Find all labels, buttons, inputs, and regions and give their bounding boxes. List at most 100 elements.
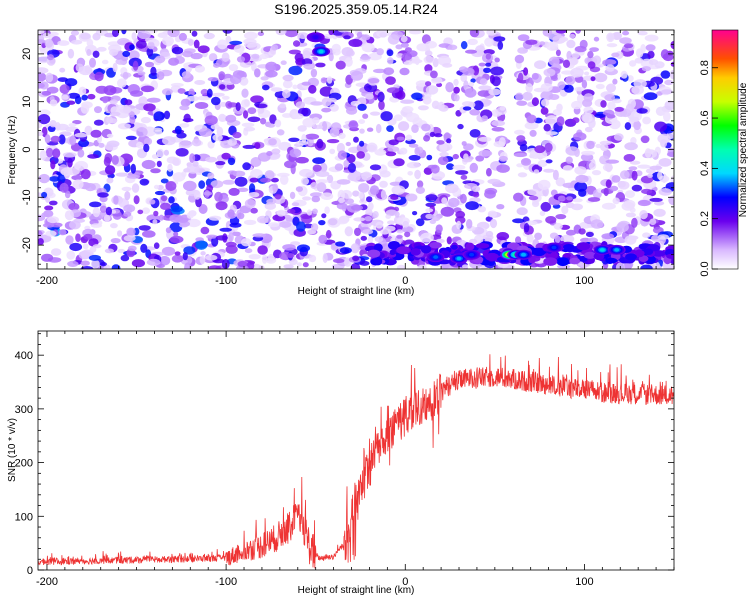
- spectrogram-cell: [67, 260, 79, 267]
- spectrogram-cell: [571, 52, 580, 59]
- spectrogram-cell: [380, 189, 387, 200]
- spectrogram-cell: [485, 53, 492, 60]
- snr-x-tick-label: -200: [36, 576, 58, 588]
- spectrogram-cell: [406, 112, 420, 123]
- spectrogram-cell: [633, 120, 641, 131]
- spectrogram-cell: [208, 265, 221, 269]
- spectrogram-cell: [117, 230, 123, 237]
- spectrogram-cell: [483, 99, 492, 105]
- spectrogram-cell: [516, 100, 528, 106]
- spectrogram-cell: [205, 254, 218, 261]
- spectrogram-cell: [543, 168, 555, 173]
- spectrogram-cell: [637, 164, 651, 169]
- spectrogram-cell: [517, 34, 530, 42]
- spectrogram-cell: [389, 249, 396, 256]
- snr-y-tick-label: 0: [27, 565, 33, 577]
- spectrogram-cell: [80, 260, 90, 266]
- spectrogram-cell: [310, 192, 323, 198]
- spectrogram-cell: [587, 197, 601, 202]
- spectrogram-cell: [649, 165, 663, 170]
- spectrogram-cell: [453, 86, 460, 94]
- spectrogram-cell: [457, 123, 464, 130]
- spectrogram-cell: [581, 79, 588, 89]
- spectrogram-cell: [143, 143, 150, 153]
- spectrogram-cell: [670, 61, 674, 67]
- spectrogram-cell: [477, 206, 486, 213]
- spectrogram-cell: [102, 96, 109, 104]
- spectrogram-cell: [475, 243, 490, 249]
- spectrogram-cell: [261, 254, 268, 264]
- spectrogram-cell: [163, 110, 171, 120]
- spectrogram-cell: [470, 78, 476, 83]
- spectrogram-cell: [539, 210, 546, 217]
- spectrogram-cell: [310, 223, 319, 232]
- spectrogram-cell: [606, 114, 616, 119]
- spectrogram-cell: [247, 42, 261, 50]
- spectrogram-cell: [526, 114, 537, 124]
- spectrogram-cell: [254, 142, 261, 150]
- spectrogram-cell: [136, 141, 144, 149]
- spectrogram-cell: [77, 59, 86, 64]
- spectrogram-cell: [584, 126, 593, 133]
- spectrogram-cell: [257, 31, 265, 37]
- spectrogram-cell: [405, 134, 413, 141]
- spectrogram-cell: [267, 222, 280, 228]
- spectrogram-cell: [38, 114, 51, 125]
- spectrogram-cell: [583, 106, 594, 114]
- spectrogram-cell: [400, 42, 409, 48]
- spectrogram-cell: [227, 102, 238, 108]
- spectrogram-cell: [296, 221, 306, 232]
- spectrogram-cell: [38, 122, 43, 129]
- spectrogram-cell: [591, 170, 602, 176]
- spectrogram-cell: [442, 63, 453, 68]
- spectrogram-cell: [200, 251, 206, 256]
- spectrogram-cell: [90, 223, 103, 228]
- spectrogram-cell: [301, 177, 309, 186]
- spectrogram-cell: [522, 91, 533, 101]
- spectrogram-cell: [612, 197, 620, 205]
- spectrogram-cell: [374, 256, 383, 266]
- spectrogram-cell: [308, 254, 317, 263]
- spectrogram-cell: [540, 201, 552, 212]
- spectrogram-cell: [222, 179, 236, 185]
- spectrogram-cell: [383, 67, 395, 75]
- spectrogram-cell: [98, 142, 105, 148]
- spectrogram-cell: [644, 34, 659, 42]
- spectrogram-cell: [345, 141, 351, 147]
- spectrogram-cell: [327, 97, 337, 103]
- spectrogram-cell: [230, 74, 242, 85]
- spectrogram-cell: [532, 248, 546, 257]
- colorbar-tick-label: 0.6: [699, 110, 711, 125]
- spectrogram-cell: [156, 71, 165, 80]
- spectrogram-cell: [265, 210, 272, 219]
- spectrogram-cell: [237, 187, 249, 192]
- spectrogram-cell: [112, 62, 118, 73]
- spectrogram-cell: [38, 39, 47, 44]
- spectrogram-cell: [144, 61, 155, 68]
- spectrogram-cell: [38, 82, 45, 89]
- spectrogram-cell: [628, 166, 638, 171]
- spectrogram-cell: [361, 171, 373, 181]
- colorbar-tick-label: 0.8: [699, 60, 711, 75]
- spectrogram-cell: [127, 245, 137, 252]
- spectrogram-cell: [528, 195, 539, 201]
- spectrogram-cell: [211, 96, 221, 106]
- spectrogram-cell: [269, 114, 277, 125]
- spectrogram-cell: [72, 120, 82, 125]
- spectrogram-cell: [297, 32, 309, 39]
- spectrogram-cell: [45, 230, 57, 237]
- spectrogram-cell: [305, 133, 320, 140]
- spectrogram-cell: [227, 170, 237, 175]
- spectrogram-cell: [346, 49, 355, 57]
- spectrogram-cell: [125, 135, 137, 141]
- spectrogram-cell: [321, 213, 327, 219]
- spectrogram-cell: [161, 88, 173, 96]
- spectrogram-cell: [358, 183, 370, 193]
- spectrogram-cell: [555, 30, 567, 34]
- spectrogram-cell: [41, 191, 48, 199]
- spectrogram-cell: [366, 142, 378, 153]
- spectrogram-cell: [649, 197, 663, 202]
- spectrogram-cell: [316, 138, 324, 149]
- spectrogram-cell: [617, 181, 630, 190]
- spectrogram-cell: [497, 41, 504, 50]
